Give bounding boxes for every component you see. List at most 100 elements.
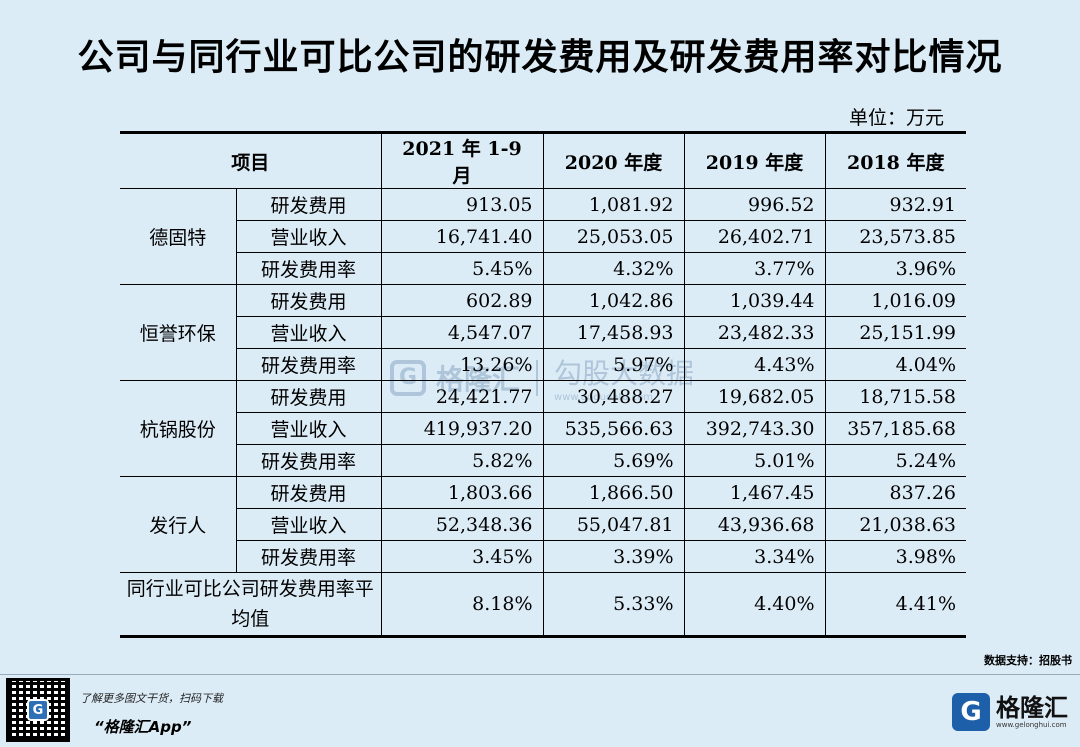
value-cell: 1,081.92 xyxy=(542,188,685,221)
value-cell: 4.04% xyxy=(824,348,967,381)
company-name: 恒誉环保 xyxy=(120,284,237,381)
value-cell: 3.98% xyxy=(824,540,967,573)
average-value-cell: 4.41% xyxy=(824,572,967,637)
header-2019: 2019 年度 xyxy=(683,132,826,189)
brand-text: 格隆汇 www.gelonghui.com xyxy=(996,695,1068,729)
header-2020: 2020 年度 xyxy=(542,132,685,189)
data-source: 数据支持：招股书 xyxy=(984,654,1072,667)
metric-label: 研发费用率 xyxy=(236,540,382,573)
unit-label: 单位：万元 xyxy=(848,107,944,129)
brand-url: www.gelonghui.com xyxy=(996,721,1067,729)
table-row: 营业收入 4,547.07 17,458.93 23,482.33 25,151.99 xyxy=(120,316,967,349)
value-cell: 1,803.66 xyxy=(380,476,544,509)
average-label: 同行业可比公司研发费用率平均值 xyxy=(120,572,382,637)
value-cell: 4.32% xyxy=(542,252,685,285)
metric-label: 营业收入 xyxy=(236,316,382,349)
value-cell: 1,866.50 xyxy=(542,476,685,509)
value-cell: 5.97% xyxy=(542,348,685,381)
value-cell: 932.91 xyxy=(824,188,967,221)
table-row: 研发费用率 13.26% 5.97% 4.43% 4.04% xyxy=(120,348,967,381)
value-cell: 5.24% xyxy=(824,444,967,477)
metric-label: 研发费用率 xyxy=(236,444,382,477)
brand-name: 格隆汇 xyxy=(996,694,1068,722)
average-row: 同行业可比公司研发费用率平均值 8.18% 5.33% 4.40% 4.41% xyxy=(120,572,967,637)
table-row: 营业收入 16,741.40 25,053.05 26,402.71 23,573.85 xyxy=(120,220,967,253)
metric-label: 研发费用 xyxy=(235,380,382,413)
table-row: 研发费用率 3.45% 3.39% 3.34% 3.98% xyxy=(120,540,967,573)
value-cell: 1,039.44 xyxy=(683,284,826,317)
value-cell: 21,038.63 xyxy=(824,508,967,541)
value-cell: 25,053.05 xyxy=(542,220,685,253)
table-row: 研发费用率 5.45% 4.32% 3.77% 3.96% xyxy=(120,252,967,285)
value-cell: 23,573.85 xyxy=(824,220,967,253)
value-cell: 55,047.81 xyxy=(542,508,685,541)
value-cell: 3.34% xyxy=(683,540,826,573)
metric-label: 营业收入 xyxy=(236,220,382,253)
qr-logo-icon: G xyxy=(27,699,49,721)
value-cell: 3.96% xyxy=(824,252,967,285)
value-cell: 4.43% xyxy=(683,348,826,381)
company-name: 发行人 xyxy=(120,476,237,573)
app-name: “格隆汇App” xyxy=(94,718,192,736)
value-cell: 30,488.27 xyxy=(542,380,685,413)
value-cell: 357,185.68 xyxy=(824,412,967,445)
value-cell: 5.45% xyxy=(380,252,544,285)
value-cell: 5.82% xyxy=(380,444,544,477)
value-cell: 837.26 xyxy=(824,476,967,509)
brand-logo: G 格隆汇 www.gelonghui.com xyxy=(952,693,1068,731)
value-cell: 23,482.33 xyxy=(683,316,826,349)
average-value-cell: 8.18% xyxy=(380,572,544,637)
table-row: 营业收入 419,937.20 535,566.63 392,743.30 357,18… xyxy=(120,412,967,445)
metric-label: 研发费用率 xyxy=(236,348,382,381)
value-cell: 25,151.99 xyxy=(824,316,967,349)
average-value-cell: 4.40% xyxy=(683,572,826,637)
value-cell: 1,016.09 xyxy=(824,284,967,317)
table-row: 发行人 研发费用 1,803.66 1,866.50 1,467.45 837.26 xyxy=(120,476,967,573)
page-title: 公司与同行业可比公司的研发费用及研发费用率对比情况 xyxy=(77,37,1003,78)
value-cell: 602.89 xyxy=(380,284,544,317)
table-row: 营业收入 52,348.36 55,047.81 43,936.68 21,038.63 xyxy=(120,508,967,541)
value-cell: 4,547.07 xyxy=(380,316,544,349)
header-item: 项目 xyxy=(120,132,382,189)
value-cell: 3.39% xyxy=(542,540,685,573)
value-cell: 535,566.63 xyxy=(542,412,685,445)
value-cell: 996.52 xyxy=(683,188,826,221)
value-cell: 17,458.93 xyxy=(542,316,685,349)
value-cell: 24,421.77 xyxy=(380,380,544,413)
table-row: 德固特 研发费用 913.05 1,081.92 996.52 932.91 xyxy=(120,188,967,285)
value-cell: 18,715.58 xyxy=(824,380,967,413)
value-cell: 13.26% xyxy=(380,348,544,381)
value-cell: 913.05 xyxy=(380,188,544,221)
value-cell: 1,042.86 xyxy=(542,284,685,317)
metric-label: 研发费用 xyxy=(235,476,382,509)
metric-label: 研发费用率 xyxy=(236,252,382,285)
company-name: 杭锅股份 xyxy=(120,380,237,477)
header-2018: 2018 年度 xyxy=(824,132,967,189)
table-row: 研发费用率 5.82% 5.69% 5.01% 5.24% xyxy=(120,444,967,477)
value-cell: 419,937.20 xyxy=(380,412,544,445)
value-cell: 392,743.30 xyxy=(683,412,826,445)
footer-divider xyxy=(0,674,1080,675)
metric-label: 研发费用 xyxy=(235,188,382,221)
metric-label: 营业收入 xyxy=(236,412,382,445)
metric-label: 营业收入 xyxy=(236,508,382,541)
table-row: 恒誉环保 研发费用 602.89 1,042.86 1,039.44 1,016.09 xyxy=(120,284,967,381)
brand-logo-icon: G xyxy=(952,693,990,731)
value-cell: 3.45% xyxy=(380,540,544,573)
value-cell: 52,348.36 xyxy=(380,508,544,541)
value-cell: 1,467.45 xyxy=(683,476,826,509)
company-name: 德固特 xyxy=(120,188,237,285)
table-row: 杭锅股份 研发费用 24,421.77 30,488.27 19,682.05 18,71… xyxy=(120,380,967,477)
header-2021: 2021 年 1-9 月 xyxy=(380,132,544,189)
value-cell: 43,936.68 xyxy=(683,508,826,541)
table-header-row: 项目 2021 年 1-9 月 2020 年度 2019 年度 2018 年度 xyxy=(120,132,967,189)
average-value-cell: 5.33% xyxy=(542,572,685,637)
metric-label: 研发费用 xyxy=(235,284,382,317)
value-cell: 19,682.05 xyxy=(683,380,826,413)
value-cell: 26,402.71 xyxy=(683,220,826,253)
promo-text: 了解更多图文干货，扫码下载 xyxy=(80,692,223,705)
rd-expense-table: 项目 2021 年 1-9 月 2020 年度 2019 年度 2018 年度 … xyxy=(120,131,967,638)
value-cell: 16,741.40 xyxy=(380,220,544,253)
value-cell: 5.69% xyxy=(542,444,685,477)
value-cell: 5.01% xyxy=(683,444,826,477)
